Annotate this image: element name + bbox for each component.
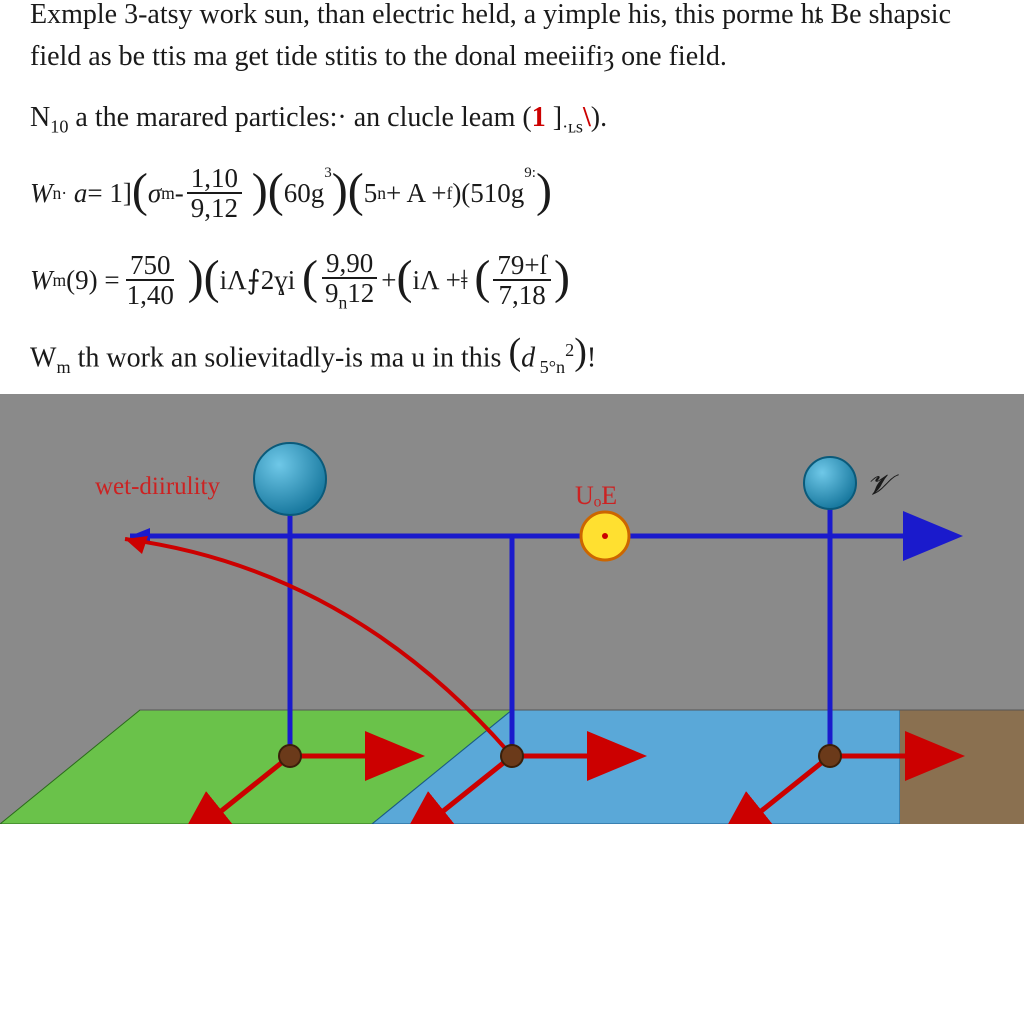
equation-1: Wn· a = 1] (σm- 1,109,12 ) (60g3) (5n + … bbox=[30, 164, 994, 223]
label-uoe: UₒE bbox=[575, 481, 617, 510]
particles-line: N10 a the marared particles:· an clucle … bbox=[30, 98, 994, 140]
physics-diagram: wet-diirulity UₒE 𝓥 bbox=[0, 394, 1024, 824]
paragraph-1: Exmple 3-atsy work sun, than electric he… bbox=[30, 0, 994, 78]
label-wet: wet-diirulity bbox=[95, 473, 220, 500]
equation-2: Wm (9) = 7501,40 ) (iΛ ⨍ 2ɣi ( 9,909n12 … bbox=[30, 249, 994, 312]
conclusion-line: Wm th work an solievitadly-is ma u in th… bbox=[30, 338, 994, 380]
